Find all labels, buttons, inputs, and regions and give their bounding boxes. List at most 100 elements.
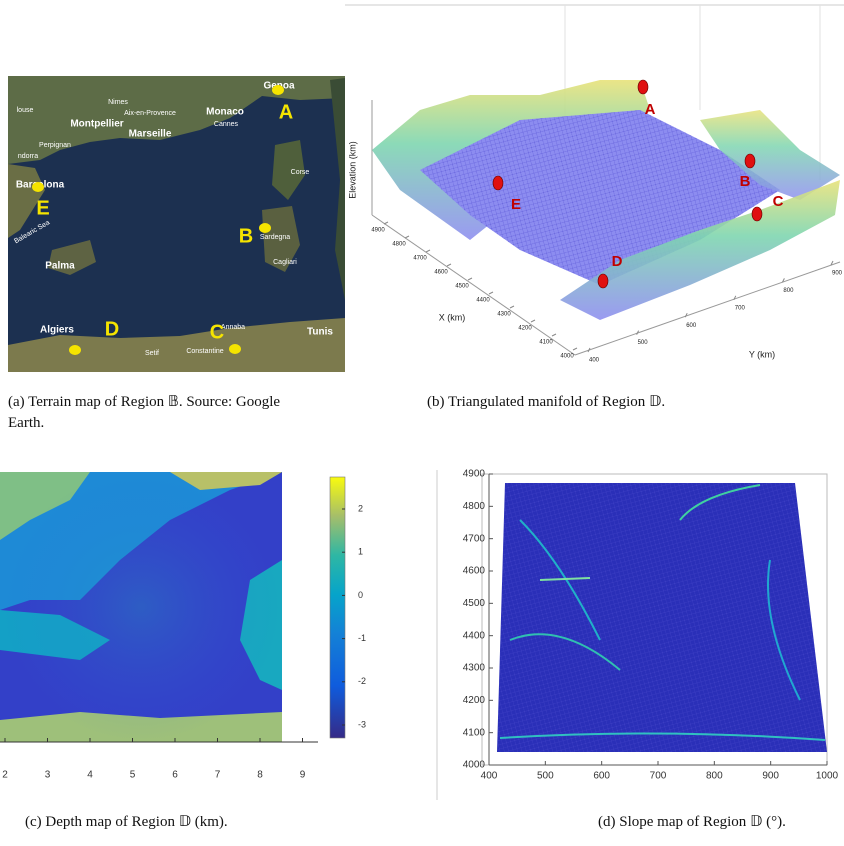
x-tick-label: 4600	[434, 270, 448, 276]
place-label: Constantine	[186, 348, 223, 355]
place-label: Marseille	[129, 129, 172, 140]
y-tick-label: 500	[638, 340, 649, 346]
y-tick-label: 600	[686, 323, 697, 329]
x-tick-label: 4400	[476, 298, 490, 304]
point-marker	[745, 154, 755, 168]
caption-a: (a) Terrain map of Region 𝔹. Source: Goo…	[8, 392, 308, 434]
x-tick-label: 4300	[497, 312, 511, 318]
y-tick-label: 4800	[463, 501, 486, 512]
x-tick	[426, 250, 430, 252]
x-tick-label: 400	[481, 771, 498, 782]
y-tick-label: 700	[735, 305, 746, 311]
colorbar-tick-label: -2	[358, 676, 366, 686]
point-label: D	[612, 253, 623, 270]
y-tick-label: 4000	[463, 760, 486, 771]
point-marker	[638, 80, 648, 94]
x-tick-label: 3	[45, 770, 51, 781]
manifold-plot	[345, 5, 844, 355]
y-tick-label: 4700	[463, 533, 486, 544]
place-label: Annaba	[221, 324, 245, 331]
point-label: B	[740, 173, 751, 190]
y-tick-label: 4200	[463, 695, 486, 706]
x-tick-label: 800	[706, 771, 723, 782]
caption-d: (d) Slope map of Region 𝔻 (°).	[598, 812, 838, 833]
y-tick-label: 4500	[463, 598, 486, 609]
page: {"panels": { "a": {"caption": "(a) Terra…	[0, 0, 844, 846]
place-label: Perpignan	[39, 142, 71, 149]
slope-map	[482, 474, 827, 765]
x-tick	[531, 320, 535, 322]
place-label: ndorra	[18, 153, 38, 160]
x-tick-label: 4	[87, 770, 93, 781]
caption-b: (b) Triangulated manifold of Region 𝔻.	[427, 392, 827, 413]
y-tick-label: 4300	[463, 663, 486, 674]
y-tick-label: 4600	[463, 566, 486, 577]
point-marker	[229, 344, 241, 354]
point-label: B	[239, 225, 253, 247]
x-tick-label: 600	[593, 771, 610, 782]
y-tick-label: 400	[589, 358, 600, 364]
point-label: E	[511, 196, 521, 213]
depth-map	[0, 472, 345, 742]
x-tick-label: 7	[215, 770, 221, 781]
point-label: A	[279, 101, 293, 123]
x-tick-label: 1000	[816, 771, 839, 782]
x-tick	[447, 264, 451, 266]
colorbar-tick-label: -3	[358, 719, 366, 729]
y-tick-label: 800	[783, 288, 794, 294]
x-tick-label: 2	[2, 770, 8, 781]
x-tick-label: 4900	[371, 228, 385, 234]
x-tick	[573, 348, 577, 350]
point-label: C	[210, 321, 224, 343]
place-label: Montpellier	[70, 119, 123, 130]
place-label: Cagliari	[273, 259, 297, 266]
colorbar-tick-label: -1	[358, 633, 366, 643]
x-axis-title: X (km)	[439, 312, 466, 322]
x-tick-label: 4700	[413, 256, 427, 262]
point-marker	[272, 85, 284, 95]
place-label: Setif	[145, 350, 159, 357]
x-tick-label: 4800	[392, 242, 406, 248]
place-label: louse	[17, 107, 34, 114]
y-tick-label: 4100	[463, 727, 486, 738]
y-axis-title: Y (km)	[749, 349, 775, 359]
colorbar-tick-label: 0	[358, 590, 363, 600]
place-label: Tunis	[307, 327, 333, 338]
x-tick-label: 8	[257, 770, 263, 781]
x-tick-label: 4000	[560, 354, 574, 360]
x-tick-label: 9	[300, 770, 306, 781]
x-tick-label: 900	[762, 771, 779, 782]
caption-c: (c) Depth map of Region 𝔻 (km).	[25, 812, 325, 833]
x-tick	[384, 222, 388, 224]
colorbar-tick-label: 2	[358, 503, 363, 513]
place-label: Monaco	[206, 107, 244, 118]
point-label: E	[36, 197, 49, 219]
point-marker	[493, 176, 503, 190]
point-label: A	[645, 101, 656, 118]
point-marker	[69, 345, 81, 355]
point-marker	[32, 182, 44, 192]
x-tick-label: 500	[537, 771, 554, 782]
point-marker	[259, 223, 271, 233]
point-marker	[752, 207, 762, 221]
place-label: Palma	[45, 261, 75, 272]
z-axis-title: Elevation (km)	[347, 141, 357, 199]
point-label: C	[773, 193, 784, 210]
point-marker	[598, 274, 608, 288]
colorbar-tick-label: 1	[358, 547, 363, 557]
place-label: Sardegna	[260, 234, 290, 241]
place-label: Nimes	[108, 99, 128, 106]
y-tick-label: 4900	[463, 469, 486, 480]
x-tick	[510, 306, 514, 308]
place-label: Corse	[291, 169, 310, 176]
x-tick-label: 4100	[539, 340, 553, 346]
place-label: Aix-en-Provence	[124, 110, 176, 117]
place-label: Algiers	[40, 325, 74, 336]
x-tick-label: 5	[130, 770, 136, 781]
x-tick-label: 6	[172, 770, 178, 781]
place-label: Cannes	[214, 121, 239, 128]
x-tick-label: 4200	[518, 326, 532, 332]
y-tick-label: 900	[832, 271, 843, 277]
x-tick	[489, 292, 493, 294]
x-tick	[552, 334, 556, 336]
